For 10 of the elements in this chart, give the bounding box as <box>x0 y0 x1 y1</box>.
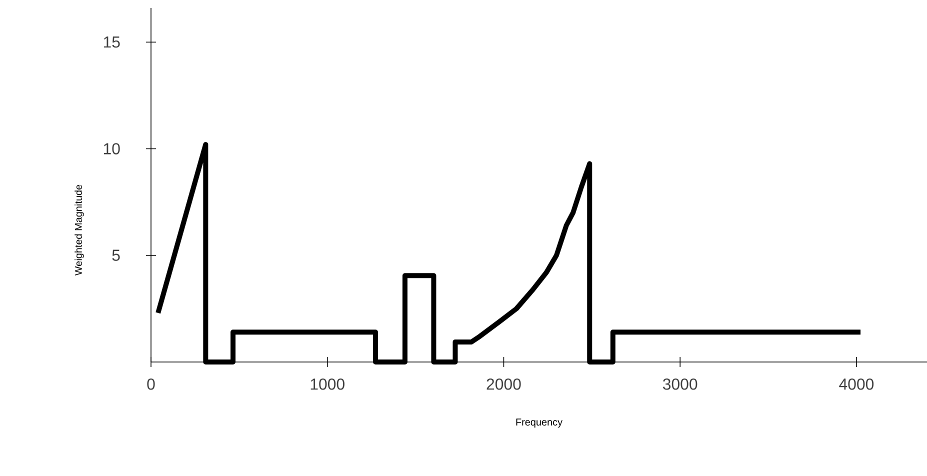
y-tick-label: 10 <box>104 143 120 154</box>
y-tick-label: 15 <box>104 36 120 48</box>
y-tick-label: 5 <box>112 250 120 261</box>
x-axis-title: Frequency <box>516 418 563 428</box>
y-axis-title: Weighted Magnitude <box>74 184 84 276</box>
x-tick-label: 3000 <box>662 378 698 390</box>
x-tick-label: 1000 <box>310 378 344 390</box>
x-tick-label: 4000 <box>839 378 874 390</box>
x-tick-label: 0 <box>147 378 155 390</box>
x-tick-label: 2000 <box>486 378 521 390</box>
